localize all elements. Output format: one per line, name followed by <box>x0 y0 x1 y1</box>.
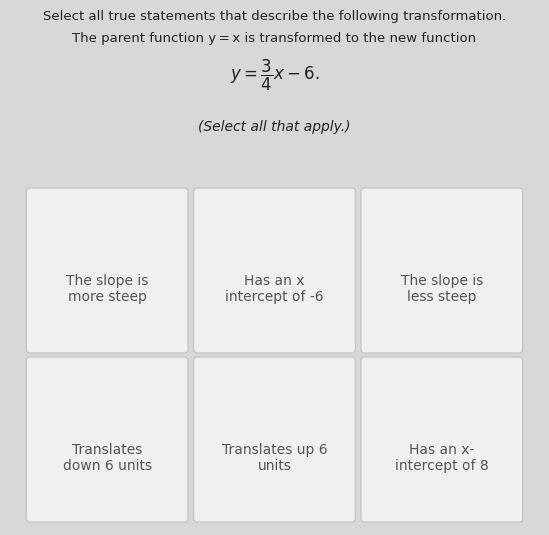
Text: intercept of -6: intercept of -6 <box>225 291 324 304</box>
Text: $y = \dfrac{3}{4}x - 6.$: $y = \dfrac{3}{4}x - 6.$ <box>229 58 320 93</box>
Text: Has an x-: Has an x- <box>409 444 474 457</box>
Text: Select all true statements that describe the following transformation.: Select all true statements that describe… <box>43 10 506 23</box>
FancyBboxPatch shape <box>361 188 523 353</box>
Text: Translates up 6: Translates up 6 <box>222 444 327 457</box>
Text: less steep: less steep <box>407 291 477 304</box>
FancyBboxPatch shape <box>26 188 188 353</box>
Text: units: units <box>257 460 292 473</box>
Text: more steep: more steep <box>68 291 147 304</box>
Text: The parent function y = x is transformed to the new function: The parent function y = x is transformed… <box>72 32 477 45</box>
FancyBboxPatch shape <box>194 188 355 353</box>
Text: Has an x: Has an x <box>244 274 305 288</box>
Text: intercept of 8: intercept of 8 <box>395 460 489 473</box>
Text: (Select all that apply.): (Select all that apply.) <box>198 120 351 134</box>
FancyBboxPatch shape <box>26 357 188 522</box>
Text: Translates: Translates <box>72 444 142 457</box>
FancyBboxPatch shape <box>194 357 355 522</box>
FancyBboxPatch shape <box>361 357 523 522</box>
Text: The slope is: The slope is <box>401 274 483 288</box>
Text: The slope is: The slope is <box>66 274 148 288</box>
Text: down 6 units: down 6 units <box>63 460 152 473</box>
